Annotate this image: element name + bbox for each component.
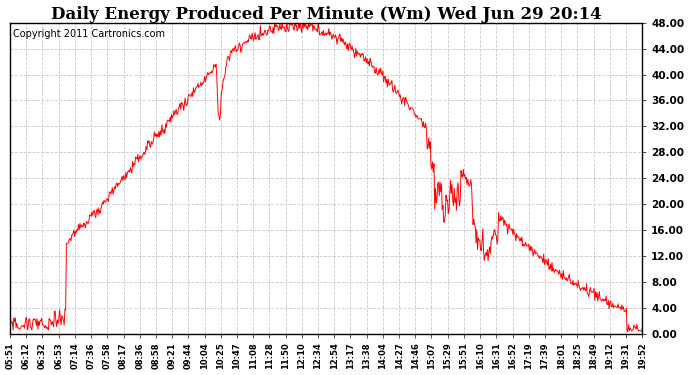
Text: Copyright 2011 Cartronics.com: Copyright 2011 Cartronics.com [13,29,165,39]
Title: Daily Energy Produced Per Minute (Wm) Wed Jun 29 20:14: Daily Energy Produced Per Minute (Wm) We… [51,6,602,22]
